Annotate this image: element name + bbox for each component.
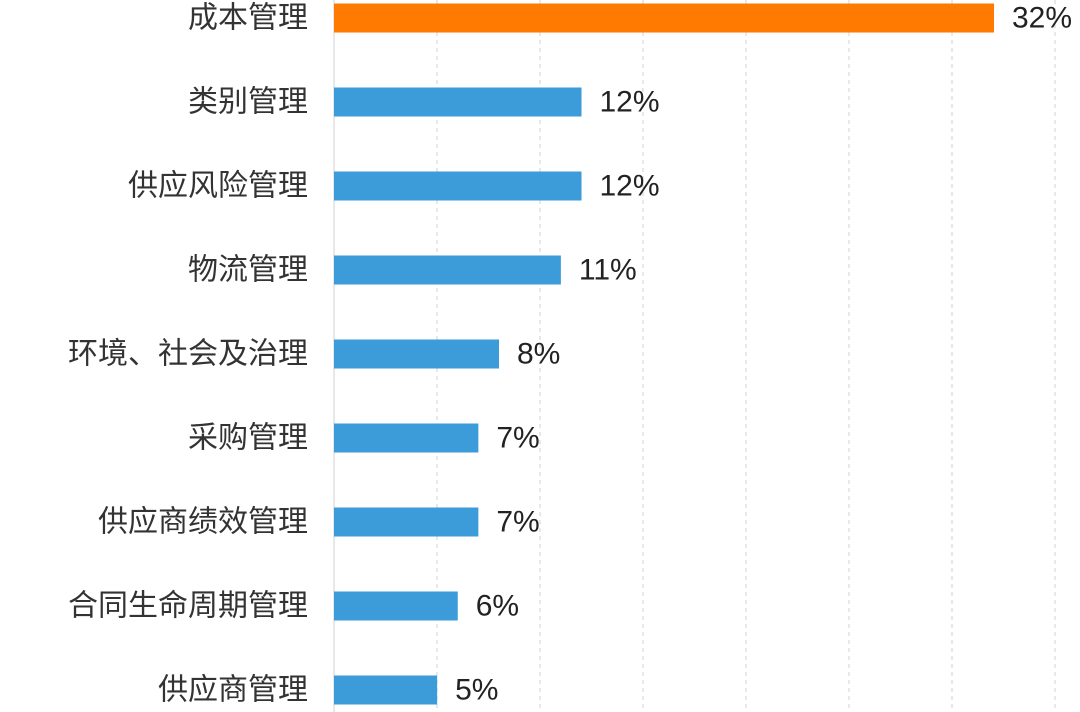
bar — [334, 591, 458, 621]
value-label-layer: 32% 12% 12% 11% 8% 7% 7% 6% 5% — [455, 2, 1072, 707]
bar-layer — [334, 3, 994, 705]
bar — [334, 171, 582, 201]
bar — [334, 255, 561, 285]
bar — [334, 339, 499, 369]
category-label: 供应风险管理 — [128, 169, 308, 204]
data-label: 7% — [496, 506, 539, 539]
category-label: 环境、社会及治理 — [68, 337, 308, 372]
bar — [334, 3, 994, 33]
data-label: 6% — [476, 590, 519, 623]
data-label: 12% — [600, 170, 660, 203]
data-label: 7% — [496, 422, 539, 455]
data-label: 32% — [1012, 2, 1072, 35]
category-label: 供应商管理 — [158, 673, 308, 708]
bar — [334, 507, 479, 537]
category-label: 类别管理 — [188, 85, 308, 120]
category-label: 合同生命周期管理 — [68, 589, 308, 624]
category-label: 供应商绩效管理 — [98, 505, 308, 540]
category-label: 采购管理 — [188, 421, 308, 456]
data-label: 8% — [517, 338, 560, 371]
category-label: 成本管理 — [188, 1, 308, 36]
bar — [334, 675, 438, 705]
bar — [334, 423, 479, 453]
data-label: 11% — [579, 254, 637, 287]
category-label-layer: 成本管理类别管理供应风险管理物流管理环境、社会及治理采购管理供应商绩效管理合同生… — [68, 1, 308, 708]
data-label: 5% — [455, 674, 498, 707]
category-label: 物流管理 — [188, 253, 308, 288]
data-label: 12% — [600, 86, 660, 119]
bar — [334, 87, 582, 117]
